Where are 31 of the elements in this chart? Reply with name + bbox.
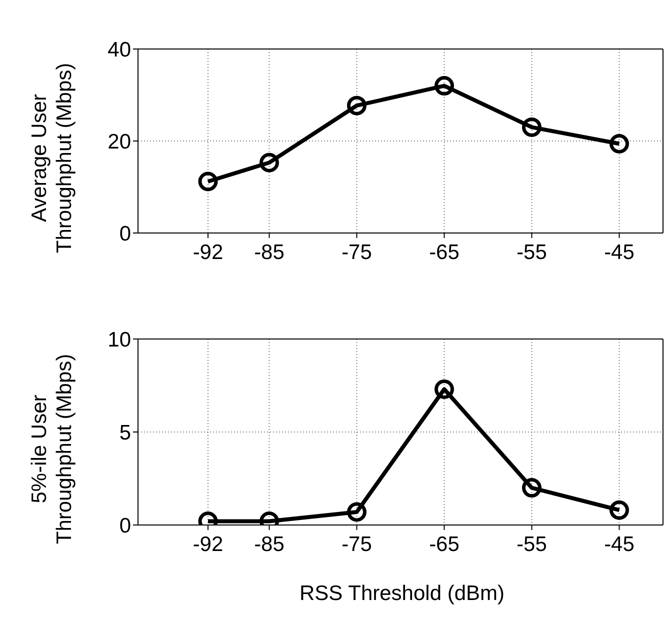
x-tick-label: -85 (254, 532, 284, 556)
point (198, 172, 218, 192)
point (522, 478, 542, 498)
y-axis-title: 5%-ile User Throughphut (Mbps) (27, 354, 77, 544)
x-tick-label: -75 (342, 532, 372, 556)
y-tick-label: 20 (108, 130, 131, 154)
x-tick-label: -92 (192, 532, 224, 556)
x-tick-label: -45 (604, 532, 634, 556)
x-tick-label: -65 (429, 240, 460, 264)
point (522, 117, 542, 137)
x-tick-label: -65 (429, 532, 460, 556)
x-tick-label: -75 (342, 240, 372, 264)
point (434, 379, 454, 399)
x-tick-label: -85 (254, 240, 284, 264)
point (260, 152, 279, 172)
x-tick-label: -45 (604, 240, 634, 264)
x-axis-title: RSS Threshold (dBm) (298, 582, 506, 606)
y-tick-label: 10 (108, 328, 131, 352)
point (434, 76, 454, 96)
point (347, 96, 366, 116)
y-tick-label: 0 (119, 514, 131, 538)
y-tick-label: 40 (108, 38, 131, 62)
y-tick-label: 0 (119, 222, 131, 246)
y-axis-title: Average User Throughphut (Mbps) (27, 62, 77, 254)
x-tick-label: -55 (516, 240, 547, 264)
point (610, 134, 629, 154)
point (347, 502, 366, 522)
y-tick-label: 5 (119, 421, 131, 444)
point (610, 500, 629, 520)
x-tick-label: -55 (516, 532, 547, 556)
x-tick-label: -92 (192, 240, 224, 264)
